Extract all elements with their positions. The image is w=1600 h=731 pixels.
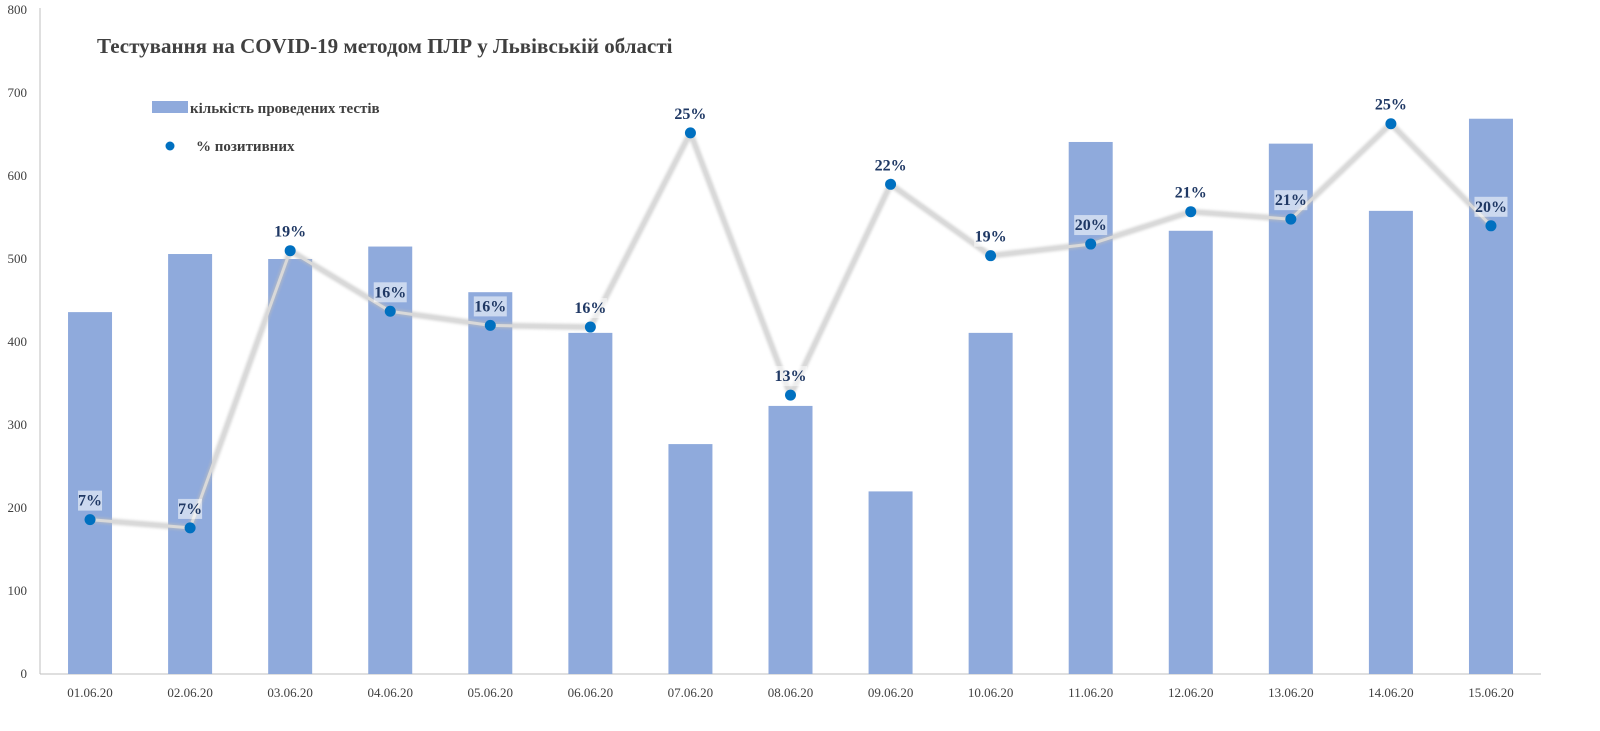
percent-label-bg	[178, 498, 203, 519]
bar	[1368, 210, 1413, 675]
x-tick-label: 05.06.20	[468, 685, 514, 700]
percent-label-bg	[1274, 190, 1308, 211]
legend-bar-swatch	[152, 101, 188, 113]
bar	[568, 332, 613, 674]
percent-label-bg	[78, 490, 103, 511]
bar	[368, 246, 413, 675]
percent-label: 16%	[474, 298, 506, 315]
percent-point	[985, 250, 997, 262]
bar	[1168, 230, 1213, 674]
x-tick-label: 12.06.20	[1168, 685, 1214, 700]
percent-label: 25%	[1375, 97, 1407, 114]
x-tick-label: 02.06.20	[167, 685, 213, 700]
percent-label: 20%	[1475, 199, 1507, 216]
percent-label: 25%	[674, 106, 706, 123]
percent-point	[1085, 238, 1097, 250]
y-tick-label: 100	[8, 583, 28, 598]
bar	[168, 254, 213, 674]
x-tick-label: 10.06.20	[968, 685, 1014, 700]
percent-label: 21%	[1275, 192, 1307, 209]
x-tick-label: 09.06.20	[868, 685, 914, 700]
legend-marker-label: % позитивних	[196, 139, 295, 155]
x-tick-label: 04.06.20	[367, 685, 413, 700]
percent-label-bg	[1474, 196, 1508, 217]
percent-label: 19%	[975, 229, 1007, 246]
percent-point	[885, 178, 897, 190]
x-tick-label: 07.06.20	[668, 685, 714, 700]
y-tick-label: 300	[8, 417, 28, 432]
y-tick-label: 700	[8, 85, 28, 100]
bar	[668, 444, 713, 674]
y-tick-label: 800	[8, 2, 28, 17]
percent-label-bg	[673, 103, 707, 124]
percent-label-bg	[573, 298, 607, 319]
percent-point	[184, 522, 196, 534]
x-tick-label: 08.06.20	[768, 685, 814, 700]
x-tick-label: 06.06.20	[568, 685, 614, 700]
x-tick-label: 03.06.20	[267, 685, 313, 700]
percent-label-bg	[1174, 182, 1208, 203]
legend: кількість проведених тестів % позитивних	[152, 101, 380, 155]
percent-point	[1185, 206, 1197, 218]
x-tick-label: 01.06.20	[67, 685, 113, 700]
legend-marker-swatch	[165, 141, 175, 151]
percent-label-bg	[874, 155, 908, 176]
percent-label: 20%	[1075, 217, 1107, 234]
percent-label: 21%	[1175, 185, 1207, 202]
y-tick-label: 400	[8, 334, 28, 349]
percent-point	[1385, 118, 1397, 130]
percent-label-bg	[373, 282, 407, 303]
y-tick-label: 600	[8, 168, 28, 183]
percent-point	[1285, 213, 1297, 225]
percent-label-bg	[1374, 94, 1408, 115]
percent-point	[384, 305, 396, 317]
x-tick-label: 14.06.20	[1368, 685, 1414, 700]
percent-label-bg	[273, 221, 307, 242]
percent-point	[84, 514, 96, 526]
percent-label-bg	[774, 366, 807, 387]
x-tick-label: 15.06.20	[1468, 685, 1514, 700]
bar	[468, 292, 513, 674]
y-tick-label: 0	[21, 666, 28, 681]
chart-title: Тестування на COVID-19 методом ПЛР у Льв…	[97, 34, 673, 58]
bar	[868, 491, 913, 674]
percent-label-bg	[974, 226, 1008, 247]
percent-point	[1485, 220, 1497, 232]
bar	[768, 405, 813, 674]
percent-label: 22%	[875, 157, 907, 174]
percent-point	[584, 321, 596, 333]
x-tick-label: 13.06.20	[1268, 685, 1314, 700]
percent-point	[284, 245, 296, 257]
bar	[268, 259, 313, 674]
y-tick-label: 200	[8, 500, 28, 515]
bar	[1268, 143, 1313, 674]
percent-point	[684, 127, 696, 139]
percent-label: 16%	[574, 300, 606, 317]
percent-label: 7%	[78, 493, 102, 510]
percent-label: 7%	[178, 501, 202, 518]
percent-label: 19%	[274, 224, 306, 241]
percent-label-bg	[473, 296, 507, 317]
x-tick-label: 11.06.20	[1068, 685, 1113, 700]
percent-label: 13%	[775, 368, 807, 385]
legend-bar-label: кількість проведених тестів	[190, 101, 380, 117]
percent-label: 16%	[374, 284, 406, 301]
percent-point	[785, 389, 796, 401]
y-tick-label: 500	[8, 251, 28, 266]
percent-label-bg	[1074, 215, 1108, 236]
bar	[968, 332, 1013, 674]
percent-point	[484, 319, 496, 331]
